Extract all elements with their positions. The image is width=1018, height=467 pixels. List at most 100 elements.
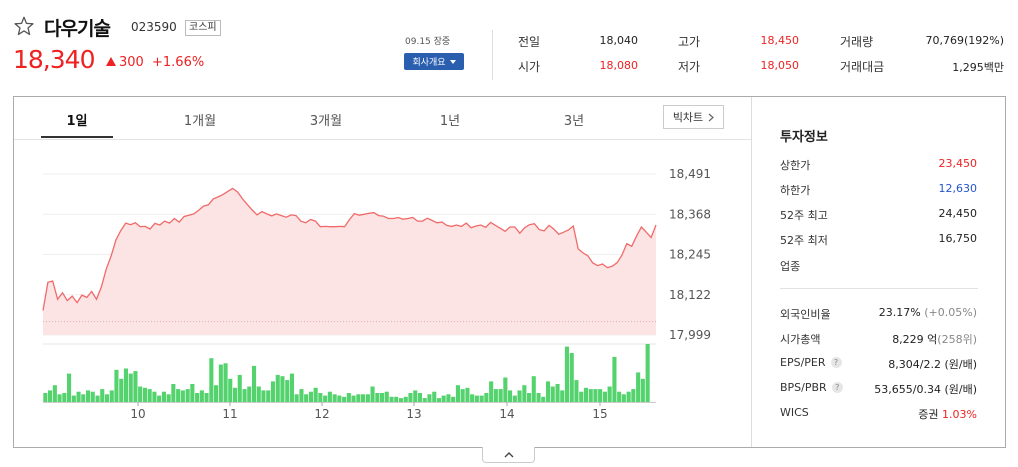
volume-bar	[399, 398, 404, 402]
price-change-percent: +1.66%	[152, 55, 205, 70]
header-divider	[492, 30, 493, 80]
volume-bar	[479, 395, 484, 402]
volume-bar	[327, 391, 332, 402]
help-icon[interactable]: ?	[831, 382, 843, 393]
volume-bar	[460, 389, 465, 402]
volume-bar	[285, 380, 290, 402]
volume-bar	[62, 393, 67, 402]
volume-bar	[323, 395, 328, 402]
volume-bar	[57, 394, 62, 402]
volume-bar	[598, 389, 603, 402]
volume-bar	[209, 358, 214, 402]
volume-bar	[574, 380, 579, 402]
volume-bar	[261, 390, 266, 402]
lower-limit-label: 하한가	[780, 184, 811, 197]
volume-bar	[71, 395, 76, 402]
price-area-fill	[43, 188, 656, 335]
help-icon[interactable]: ?	[830, 357, 842, 368]
tab-1year[interactable]: 1년	[439, 114, 461, 129]
tab-3month[interactable]: 3개월	[309, 114, 343, 129]
volume-bar	[579, 391, 584, 402]
volume-bar	[583, 387, 588, 402]
volume-bar	[313, 387, 318, 402]
volume-bar	[541, 396, 546, 402]
volume-bar	[109, 390, 114, 402]
caret-down-icon	[449, 59, 456, 64]
price-line	[42, 187, 657, 311]
eps-per-value: 8,304/2.2 (원/배)	[888, 358, 977, 371]
volume-bar	[119, 378, 124, 402]
eps-per-label: EPS/PER?	[780, 356, 842, 369]
volume-bar	[527, 393, 532, 402]
volume-bar	[508, 390, 513, 402]
wics-value: 증권 1.03%	[880, 406, 977, 422]
company-overview-button[interactable]: 회사개요	[404, 53, 464, 70]
volume-bar	[531, 376, 536, 402]
volume-bar	[351, 395, 356, 402]
volume-bar	[161, 391, 166, 402]
info-divider	[751, 97, 752, 447]
volume-bar	[370, 386, 375, 402]
industry-label: 업종	[780, 260, 801, 273]
stock-code: 023590	[131, 20, 177, 34]
tab-1month[interactable]: 1개월	[183, 114, 217, 129]
expand-toggle-button[interactable]	[482, 447, 535, 463]
volume-bar	[356, 394, 361, 402]
week52-low-value: 16,750	[938, 232, 978, 245]
volume-bar	[114, 369, 119, 402]
favorite-star-icon[interactable]	[13, 15, 35, 37]
volume-bar	[157, 395, 162, 402]
market-cap-rank: (258위)	[937, 333, 977, 346]
volume-bar	[95, 395, 100, 402]
volume-bar	[171, 384, 176, 402]
company-overview-label: 회사개요	[412, 58, 446, 68]
volume-bar	[465, 387, 470, 402]
stock-name: 다우기술	[44, 18, 111, 40]
volume-bar	[365, 394, 370, 402]
upper-limit-value: 23,450	[938, 157, 978, 170]
volume-bar	[256, 386, 261, 402]
current-price: 18,340	[13, 45, 95, 74]
volume-bar	[123, 368, 128, 402]
volume-bar	[48, 390, 53, 402]
volume-bar	[304, 394, 309, 402]
volume-bar	[223, 363, 228, 402]
volume-bar	[389, 396, 394, 402]
volume-bar	[432, 391, 437, 402]
volume-bar	[555, 384, 560, 402]
volume-bar	[588, 389, 593, 402]
info-separator	[780, 288, 978, 289]
volume-bar	[621, 394, 626, 402]
volume-bar	[427, 394, 432, 402]
volume-bar	[560, 390, 565, 402]
volume-value: 70,769(192%)	[925, 34, 1004, 47]
open-label: 시가	[518, 60, 541, 74]
volume-bar	[247, 386, 252, 402]
volume-bar	[133, 371, 138, 402]
volume-bar	[436, 398, 441, 402]
trade-amount-value: 1,295백만	[952, 61, 1004, 74]
open-value: 18,080	[599, 59, 639, 72]
x-tick-label: 14	[499, 407, 514, 421]
wics-label: WICS	[780, 406, 809, 419]
big-chart-label: 빅차트	[672, 111, 704, 124]
volume-bar	[470, 394, 475, 402]
volume-bar	[204, 393, 209, 402]
volume-bar	[640, 378, 645, 402]
volume-bar	[190, 384, 195, 402]
trade-amount-label: 거래대금	[840, 60, 885, 74]
bps-pbr-value: 53,655/0.34 (원/배)	[874, 383, 977, 396]
volume-bar	[408, 393, 413, 402]
volume-bar	[67, 373, 72, 402]
low-value: 18,050	[760, 59, 800, 72]
tab-3year[interactable]: 3년	[563, 114, 585, 129]
volume-bar	[489, 381, 494, 402]
volume-bar	[455, 385, 460, 402]
volume-bar	[375, 393, 380, 402]
week52-high-value: 24,450	[938, 207, 978, 220]
big-chart-button[interactable]: 빅차트	[663, 105, 724, 129]
volume-bar	[626, 391, 631, 402]
volume-bar	[607, 386, 612, 402]
tab-1day[interactable]: 1일	[66, 114, 88, 129]
wics-change: 1.03%	[942, 408, 977, 421]
